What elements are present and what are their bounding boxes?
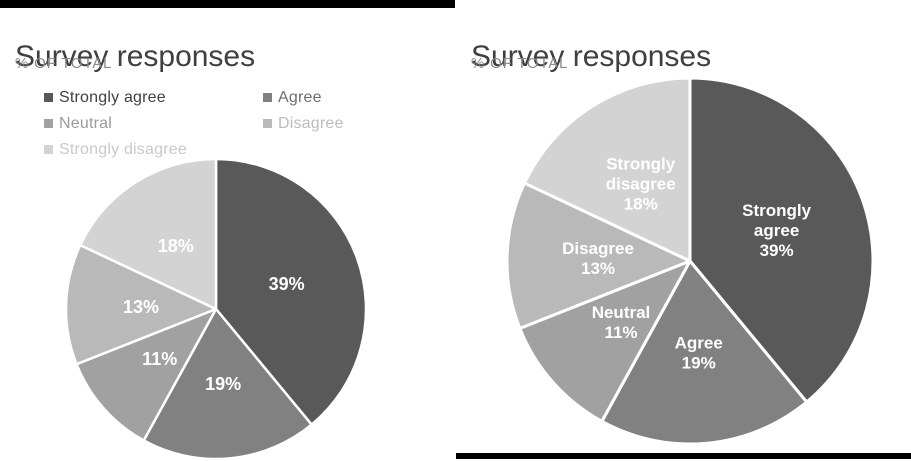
chart-title-left: Survey responses [15,40,256,74]
legend-item: Agree [263,89,344,106]
pie-slice-label: Strongly disagree 18% [606,154,676,213]
legend-item-label: Agree [278,88,322,106]
pie-slice-label: Strongly agree 39% [742,201,811,260]
pie-slice-label: 13% [123,297,159,317]
legend-marker-icon [44,119,53,128]
pie-slice-label: 18% [158,236,194,256]
pie-slice-disagree [64,243,218,366]
chart-subtitle-right: % OF TOTAL [471,55,569,72]
pie-slice-agree [600,259,809,446]
legend-marker-icon [263,119,272,128]
chart-subtitle-left: % OF TOTAL [15,55,113,72]
legend-item-label: Strongly agree [59,88,166,106]
bottom-accent-bar [456,453,911,459]
legend-marker-icon [44,145,53,154]
pie-slice-strongly-agree [214,157,368,426]
pie-slice-label: 19% [205,374,241,394]
legend-item-label: Strongly disagree [59,140,187,158]
legend: Strongly agree Agree Neutral Disagree Strong… [44,89,344,158]
pie-slice-label: 39% [269,274,305,294]
slide-right: Survey responses % OF TOTAL Strongly agre… [455,0,911,461]
pie-slice-disagree [505,181,692,330]
chart-title-right: Survey responses [471,40,712,74]
legend-item-label: Disagree [278,114,344,132]
top-accent-bar [0,0,455,8]
pie-slice-label: 11% [142,349,177,369]
legend-item: Neutral [44,115,263,132]
legend-marker-icon [263,93,272,102]
slide-left: Survey responses % OF TOTAL Strongly agr… [0,0,455,461]
pie-slice-label: Neutral 11% [592,303,651,342]
pie-slice-strongly-disagree [79,157,218,311]
pie-slice-agree [142,307,313,461]
pie-slice-strongly-disagree [522,76,692,263]
legend-item: Strongly agree [44,89,263,106]
pie-slice-neutral [518,259,692,423]
pie-slice-strongly-agree [688,76,875,404]
pie-chart-right[interactable]: Strongly agree 39% Agree 19% Neutral 11% Disagr… [455,0,911,461]
legend-item-label: Neutral [59,114,112,132]
pie-slice-label: Disagree 13% [562,239,634,278]
pie-slice-neutral [75,307,218,442]
pie-slice-label: Agree 19% [675,334,723,373]
legend-marker-icon [44,93,53,102]
legend-item: Disagree [263,115,344,132]
legend-item: Strongly disagree [44,141,263,158]
pie-chart-left[interactable]: 39% 19% 11% 13% 18% [0,0,455,461]
